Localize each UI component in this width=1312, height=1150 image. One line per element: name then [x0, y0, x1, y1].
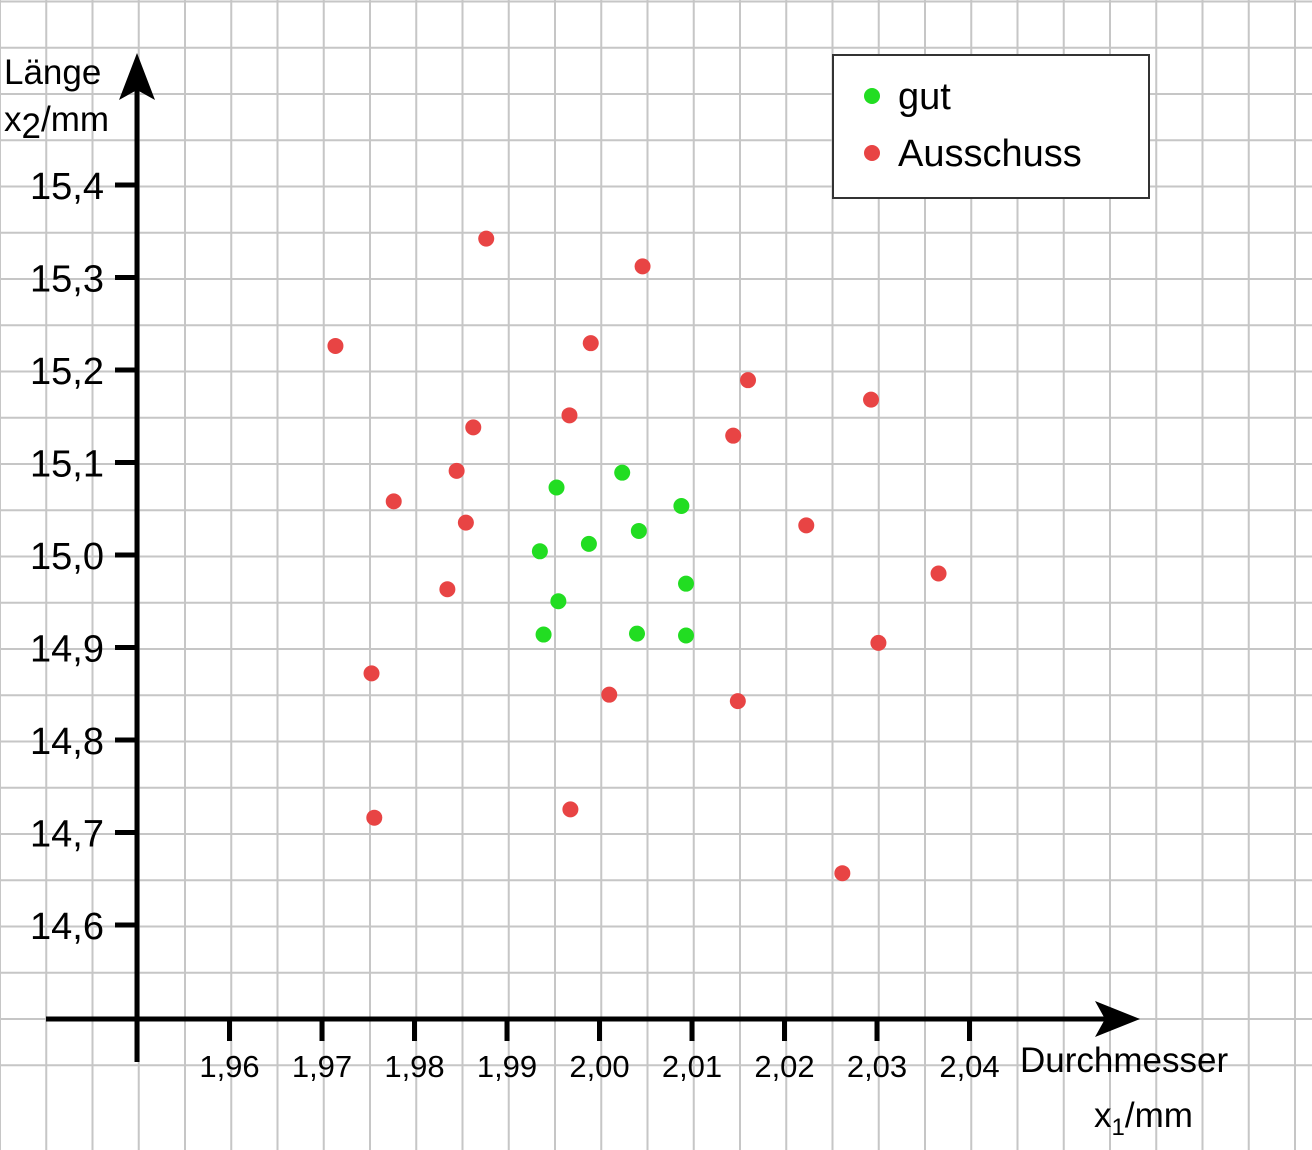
x-tick-label: 1,96: [199, 1049, 259, 1084]
point-ausschuss: [363, 665, 380, 682]
point-gut: [630, 522, 647, 539]
point-ausschuss: [834, 865, 851, 882]
point-ausschuss: [465, 419, 482, 436]
legend-label-ausschuss: Ausschuss: [898, 133, 1082, 175]
point-ausschuss: [740, 372, 756, 389]
x-tick-label: 2,00: [569, 1049, 629, 1084]
y-axis-label-main: Länge: [4, 53, 101, 92]
x-axis-label-main: Durchmesser: [1020, 1041, 1228, 1080]
point-gut: [550, 593, 567, 610]
point-gut: [678, 575, 695, 592]
x-tick-label: 2,04: [939, 1049, 999, 1084]
x-tick-label: 2,01: [662, 1049, 722, 1084]
point-gut: [531, 543, 548, 560]
y-tick-label: 14,6: [30, 906, 104, 948]
point-ausschuss: [562, 801, 579, 818]
point-ausschuss: [366, 809, 383, 826]
legend-box: [832, 54, 1150, 199]
point-ausschuss: [457, 514, 474, 531]
y-tick-label: 14,8: [30, 721, 104, 763]
y-tick-label: 14,9: [30, 629, 104, 671]
point-ausschuss: [439, 581, 456, 598]
legend-marker-ausschuss: [864, 145, 880, 161]
data-points: [327, 230, 947, 882]
y-axis-label-unit: x2/mm: [4, 100, 109, 146]
y-tick-label: 15,1: [30, 444, 104, 486]
point-ausschuss: [798, 517, 815, 534]
x-axis-arrow: [1095, 1001, 1140, 1037]
point-ausschuss: [870, 634, 887, 651]
y-tick-label: 14,7: [30, 814, 104, 856]
point-gut: [614, 464, 631, 481]
point-gut: [678, 627, 695, 644]
x-tick-label: 2,02: [754, 1049, 814, 1084]
y-tick-label: 15,4: [30, 166, 104, 208]
point-ausschuss: [327, 337, 344, 354]
y-tick-label: 15,3: [30, 259, 104, 301]
y-axis-arrow: [119, 53, 155, 100]
y-tick-label: 15,0: [30, 536, 104, 578]
legend-marker-gut: [864, 88, 880, 104]
point-ausschuss: [478, 230, 495, 247]
y-tick-label: 15,2: [30, 351, 104, 393]
point-ausschuss: [385, 493, 402, 510]
point-gut: [629, 625, 645, 642]
point-ausschuss: [930, 565, 947, 582]
point-ausschuss: [561, 407, 578, 424]
x-tick-label: 1,98: [384, 1049, 444, 1084]
x-tick-label: 1,97: [292, 1049, 352, 1084]
point-ausschuss: [582, 335, 599, 352]
point-ausschuss: [448, 462, 465, 479]
point-gut: [580, 535, 597, 552]
point-ausschuss: [863, 391, 880, 408]
legend: gut Ausschuss: [832, 54, 1150, 199]
point-gut: [548, 479, 565, 496]
point-ausschuss: [634, 258, 651, 275]
point-ausschuss: [725, 427, 742, 444]
x-tick-label: 2,03: [847, 1049, 907, 1084]
legend-label-gut: gut: [898, 76, 951, 118]
point-gut: [673, 497, 690, 514]
point-ausschuss: [729, 693, 746, 710]
axis-ticks: 1,96 1,97 1,98 1,99 2,00 2,01 2,02 2,03 2,04 14,6…: [30, 166, 1000, 1084]
x-axis-label-unit: x1/mm: [1094, 1096, 1193, 1141]
point-ausschuss: [601, 686, 618, 703]
x-tick-label: 1,99: [477, 1049, 537, 1084]
point-gut: [535, 626, 552, 643]
